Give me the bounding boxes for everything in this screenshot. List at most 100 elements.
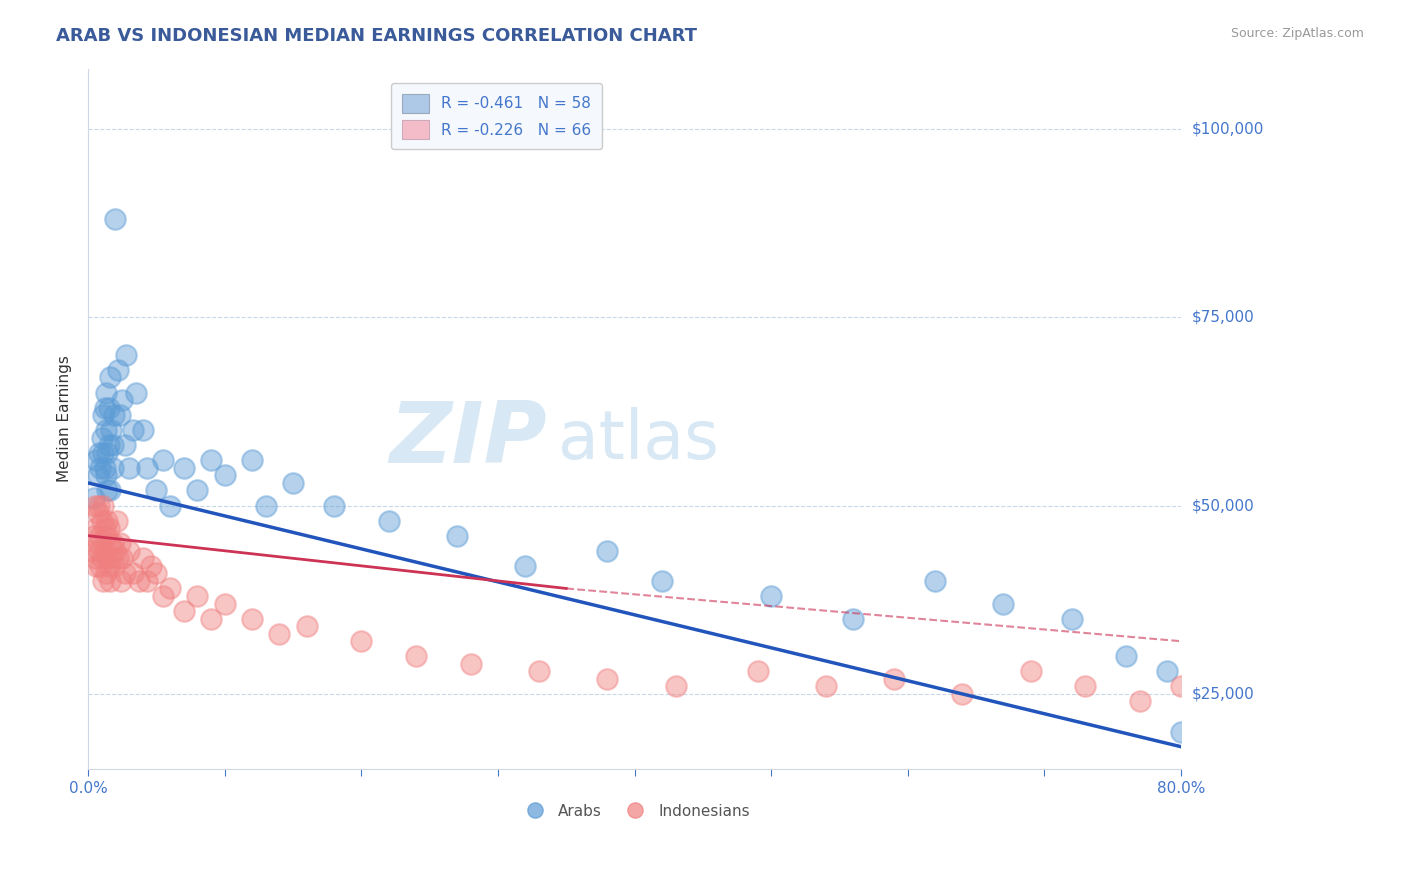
Point: [122, 566, 145, 581]
Point: [1019, 665, 1042, 679]
Point: [1170, 680, 1192, 694]
Point: [93, 461, 115, 475]
Point: [94, 468, 117, 483]
Point: [952, 687, 974, 701]
Point: [118, 461, 141, 475]
Text: ZIP: ZIP: [389, 399, 547, 482]
Point: [93, 543, 115, 558]
Point: [97, 438, 120, 452]
Text: atlas: atlas: [558, 407, 718, 473]
Point: [186, 589, 208, 603]
Point: [152, 453, 174, 467]
Point: [86, 536, 108, 550]
Point: [84, 499, 107, 513]
Point: [97, 521, 120, 535]
Point: [883, 672, 905, 686]
Point: [94, 566, 117, 581]
Text: $50,000: $50,000: [1192, 498, 1254, 513]
Point: [323, 499, 346, 513]
Point: [186, 483, 208, 498]
Point: [240, 611, 263, 625]
Point: [104, 543, 127, 558]
Point: [91, 408, 114, 422]
Point: [108, 408, 131, 422]
Point: [104, 212, 127, 227]
Point: [105, 514, 128, 528]
Text: $100,000: $100,000: [1192, 121, 1264, 136]
Point: [173, 461, 195, 475]
Point: [924, 574, 946, 588]
Point: [90, 514, 112, 528]
Point: [90, 551, 112, 566]
Point: [114, 438, 136, 452]
Point: [98, 483, 121, 498]
Point: [214, 597, 236, 611]
Point: [82, 543, 104, 558]
Point: [1156, 665, 1178, 679]
Point: [94, 529, 117, 543]
Point: [173, 604, 195, 618]
Point: [281, 475, 304, 490]
Legend: Arabs, Indonesians: Arabs, Indonesians: [513, 797, 756, 825]
Point: [515, 558, 537, 573]
Point: [103, 558, 125, 573]
Point: [759, 589, 782, 603]
Point: [107, 363, 129, 377]
Point: [91, 446, 114, 460]
Point: [159, 582, 181, 596]
Point: [86, 558, 108, 573]
Point: [87, 543, 110, 558]
Point: [83, 529, 105, 543]
Point: [103, 408, 125, 422]
Point: [145, 566, 167, 581]
Point: [1060, 611, 1083, 625]
Point: [111, 393, 134, 408]
Point: [269, 626, 291, 640]
Point: [93, 521, 115, 535]
Point: [87, 446, 110, 460]
Point: [90, 431, 112, 445]
Point: [87, 499, 110, 513]
Text: Source: ZipAtlas.com: Source: ZipAtlas.com: [1230, 27, 1364, 40]
Y-axis label: Median Earnings: Median Earnings: [58, 356, 72, 483]
Point: [446, 529, 468, 543]
Point: [96, 551, 118, 566]
Point: [1074, 680, 1097, 694]
Point: [159, 499, 181, 513]
Point: [86, 453, 108, 467]
Point: [97, 401, 120, 415]
Point: [118, 543, 141, 558]
Point: [350, 634, 373, 648]
Point: [96, 483, 118, 498]
Point: [596, 672, 619, 686]
Point: [460, 657, 482, 671]
Point: [86, 506, 108, 520]
Point: [111, 551, 134, 566]
Point: [89, 529, 111, 543]
Point: [94, 423, 117, 437]
Point: [91, 499, 114, 513]
Point: [94, 385, 117, 400]
Point: [100, 551, 122, 566]
Point: [108, 536, 131, 550]
Point: [97, 558, 120, 573]
Point: [83, 491, 105, 505]
Point: [84, 551, 107, 566]
Point: [89, 558, 111, 573]
Point: [240, 453, 263, 467]
Text: ARAB VS INDONESIAN MEDIAN EARNINGS CORRELATION CHART: ARAB VS INDONESIAN MEDIAN EARNINGS CORRE…: [56, 27, 697, 45]
Point: [145, 483, 167, 498]
Point: [254, 499, 277, 513]
Point: [1129, 694, 1152, 708]
Point: [152, 589, 174, 603]
Point: [93, 401, 115, 415]
Point: [101, 461, 124, 475]
Point: [200, 611, 222, 625]
Point: [86, 521, 108, 535]
Point: [132, 423, 155, 437]
Point: [98, 536, 121, 550]
Point: [96, 514, 118, 528]
Point: [96, 446, 118, 460]
Point: [89, 461, 111, 475]
Point: [664, 680, 686, 694]
